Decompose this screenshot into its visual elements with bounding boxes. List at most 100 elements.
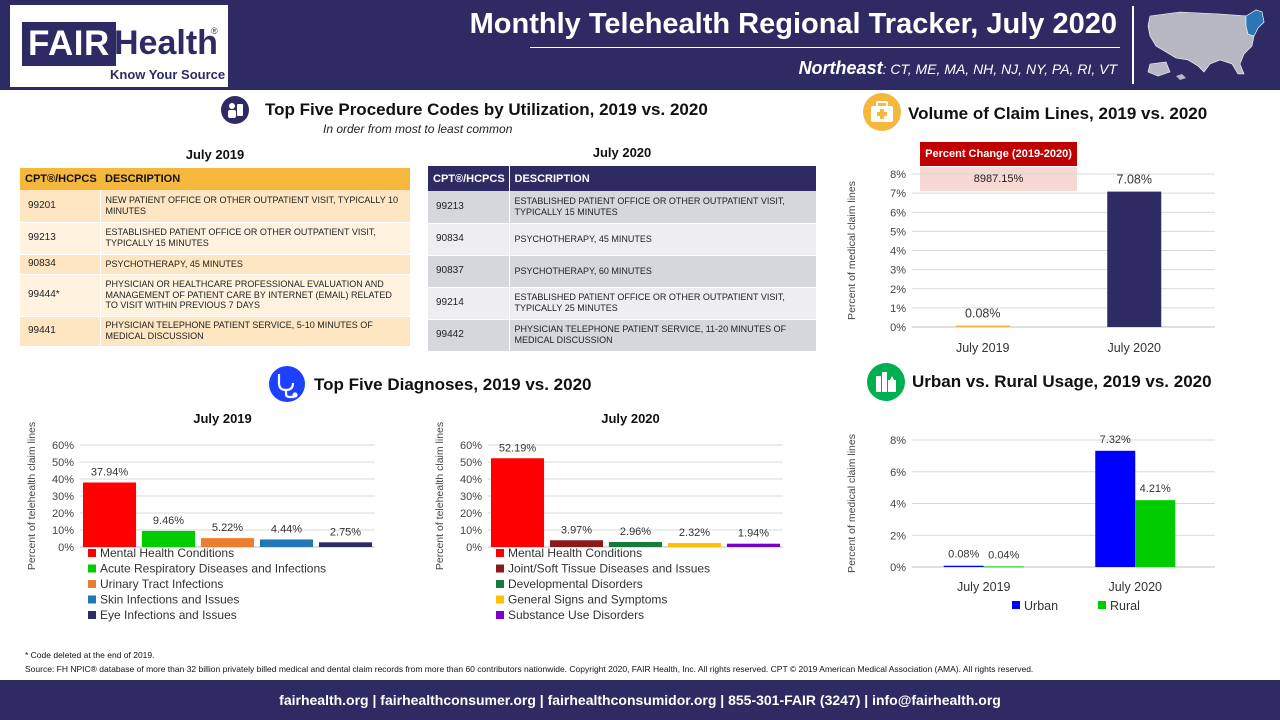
chart-title: July 2019 — [193, 411, 252, 426]
legend-label: Mental Health Conditions — [100, 546, 234, 560]
y-axis-label: Percent of medical claim lines — [846, 181, 858, 320]
footer-links: fairhealth.org | fairhealthconsumer.org … — [0, 680, 1280, 720]
legend-swatch — [88, 580, 96, 588]
procedure-table-2019: CPT®/HCPCS DESCRIPTION 99201 NEW PATIENT … — [20, 168, 410, 346]
column-header-code: CPT®/HCPCS — [428, 166, 509, 191]
footnote: * Code deleted at the end of 2019. — [25, 650, 155, 660]
legend-label: Rural — [1110, 599, 1140, 613]
y-tick-label: 5% — [890, 226, 906, 238]
bar — [955, 325, 1010, 327]
bar — [983, 566, 1024, 568]
y-tick-label: 6% — [890, 207, 906, 219]
y-axis-label: Percent of telehealth claim lines — [26, 422, 38, 570]
bar — [667, 543, 722, 547]
y-tick-label: 2% — [890, 530, 906, 542]
region-states: : CT, ME, MA, NH, NJ, NY, PA, RI, VT — [882, 61, 1117, 77]
data-label: 2.32% — [679, 527, 710, 539]
y-tick-label: 30% — [460, 491, 482, 503]
legend-swatch — [496, 549, 504, 557]
title-divider — [530, 47, 1120, 48]
y-tick-label: 40% — [460, 474, 482, 486]
y-tick-label: 50% — [460, 457, 482, 469]
bar — [200, 538, 255, 547]
data-label: 0.08% — [948, 549, 979, 561]
y-tick-label: 6% — [890, 467, 906, 479]
legend-swatch — [88, 595, 96, 604]
urban-rural-title: Urban vs. Rural Usage, 2019 vs. 2020 — [912, 372, 1212, 391]
legend-label: Skin Infections and Issues — [100, 593, 239, 607]
medical-kit-icon — [863, 93, 901, 131]
table-row: 99213 ESTABLISHED PATIENT OFFICE OR OTHER… — [20, 221, 410, 254]
data-label: 2.75% — [330, 526, 361, 538]
y-tick-label: 3% — [890, 265, 906, 277]
x-tick-label: July 2019 — [957, 580, 1011, 594]
y-axis-label: Percent of medical claim lines — [846, 434, 858, 573]
legend-swatch — [496, 595, 504, 604]
usa-map-icon — [1147, 9, 1265, 80]
legend-swatch — [88, 549, 96, 557]
data-label: 7.32% — [1100, 434, 1131, 446]
table-row: 99444* PHYSICIAN OR HEALTHCARE PROFESSION… — [20, 273, 410, 316]
y-tick-label: 8% — [890, 435, 906, 447]
y-tick-label: 4% — [890, 246, 906, 258]
volume-title: Volume of Claim Lines, 2019 vs. 2020 — [908, 104, 1208, 123]
column-header-description: DESCRIPTION — [100, 168, 410, 190]
data-label: 7.08% — [1117, 173, 1152, 187]
data-label: 1.94% — [738, 528, 769, 540]
bar — [141, 530, 196, 547]
procedures-title: Top Five Procedure Codes by Utilization,… — [265, 100, 708, 119]
procedures-subtitle: In order from most to least common — [323, 122, 513, 136]
diagnoses-title: Top Five Diagnoses, 2019 vs. 2020 — [314, 375, 592, 394]
data-label: 5.22% — [212, 522, 243, 534]
procedure-codes-icon — [221, 96, 249, 124]
data-label: 0.04% — [988, 549, 1019, 561]
table-row: 99214 ESTABLISHED PATIENT OFFICE OR OTHER… — [428, 286, 816, 319]
table-row: 90837 PSYCHOTHERAPY, 60 MINUTES — [428, 254, 816, 287]
legend-swatch — [88, 564, 96, 573]
data-label: 2.96% — [620, 526, 651, 538]
bar — [318, 542, 373, 547]
northeast-region-shape — [1245, 9, 1265, 37]
y-tick-label: 10% — [460, 525, 482, 537]
y-tick-label: 20% — [52, 508, 74, 520]
urban-rural-chart: 0% 2% 4% 6% 8% Percent of medical claim lines… — [846, 434, 1215, 613]
legend-swatch — [1098, 601, 1106, 609]
bar — [490, 458, 545, 547]
x-tick-label: July 2020 — [1108, 580, 1162, 594]
table-row: 90834 PSYCHOTHERAPY, 45 MINUTES — [20, 253, 410, 274]
urban-rural-icon — [867, 363, 905, 401]
x-tick-label: July 2019 — [956, 341, 1010, 355]
bar — [726, 543, 781, 547]
x-tick-label: July 2020 — [1107, 341, 1161, 355]
data-label: 4.44% — [271, 523, 302, 535]
table-row: 90834 PSYCHOTHERAPY, 45 MINUTES — [428, 222, 816, 255]
percent-change-value: 8987.15% — [920, 167, 1077, 191]
data-label: 3.97% — [561, 524, 592, 536]
bar — [1135, 500, 1176, 567]
data-label: 4.21% — [1140, 483, 1171, 495]
stethoscope-icon — [269, 366, 305, 402]
volume-chart: 0% 1% 2% 3% 4% 5% 6% 7% 8% Percent of medical cla… — [846, 169, 1215, 355]
region-line: Northeast: CT, ME, MA, NH, NJ, NY, PA, R… — [600, 58, 1117, 79]
bar — [82, 482, 137, 547]
data-label: 0.08% — [965, 306, 1000, 320]
y-tick-label: 4% — [890, 499, 906, 511]
y-tick-label: 30% — [52, 491, 74, 503]
y-axis-label: Percent of telehealth claim lines — [434, 422, 446, 570]
bar — [259, 539, 314, 547]
y-tick-label: 7% — [890, 188, 906, 200]
data-label: 52.19% — [499, 442, 537, 454]
y-tick-label: 0% — [890, 322, 906, 334]
legend-swatch — [496, 611, 504, 619]
table-2020-title: July 2020 — [592, 145, 652, 160]
bar — [1107, 191, 1162, 327]
y-tick-label: 1% — [890, 303, 906, 315]
table-row: 99441 PHYSICIAN TELEPHONE PATIENT SERVICE… — [20, 315, 410, 346]
page-title: Monthly Telehealth Regional Tracker, Jul… — [469, 8, 1117, 40]
procedure-table-2020: CPT®/HCPCS DESCRIPTION 99213 ESTABLISHED … — [428, 166, 816, 351]
table-row: 99442 PHYSICIAN TELEPHONE PATIENT SERVICE… — [428, 318, 816, 351]
percent-change-label: Percent Change (2019-2020) — [920, 142, 1077, 166]
legend-label: Urinary Tract Infections — [100, 577, 223, 591]
legend-label: General Signs and Symptoms — [508, 593, 667, 607]
legend-swatch — [1012, 601, 1020, 609]
